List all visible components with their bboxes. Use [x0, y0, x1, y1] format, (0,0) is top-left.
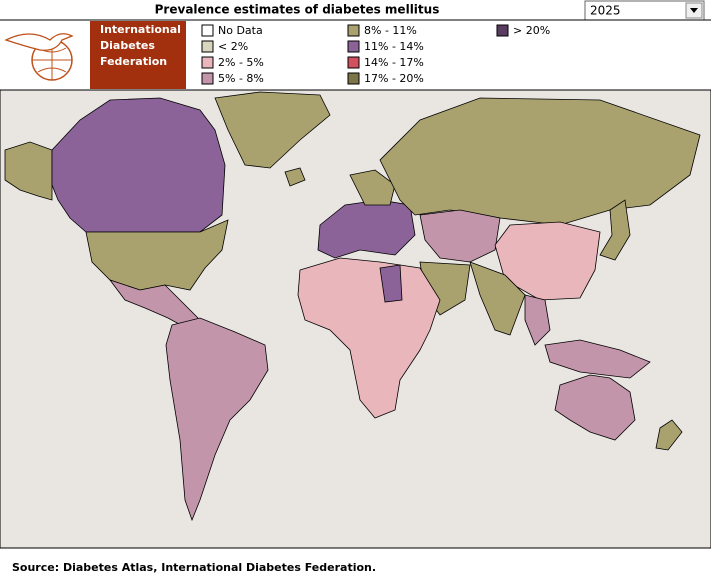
- country-region: [51, 97, 226, 233]
- dropdown-arrow: [690, 8, 698, 13]
- title: Prevalence estimates of diabetes mellitu…: [155, 3, 440, 17]
- year-dropdown[interactable]: 2025: [584, 0, 705, 21]
- country-region: [379, 264, 403, 303]
- logo-grid: [32, 40, 72, 80]
- country-region: [379, 97, 701, 226]
- dropdown-value[interactable]: 2025: [590, 4, 621, 18]
- logo-text: Federation: [100, 55, 167, 68]
- legend-label: 5% - 8%: [218, 72, 264, 85]
- legend-swatch: [201, 56, 214, 69]
- legend-label: < 2%: [218, 40, 248, 53]
- country-region: [85, 219, 229, 291]
- legend-swatch: [347, 24, 360, 37]
- legend-swatch: [347, 56, 360, 69]
- country-region: [544, 339, 651, 379]
- legend-label: No Data: [218, 24, 263, 37]
- legend-label: 17% - 20%: [364, 72, 424, 85]
- country-region: [214, 91, 331, 169]
- legend-label: 8% - 11%: [364, 24, 417, 37]
- country-region: [524, 294, 551, 346]
- country-region: [165, 317, 269, 522]
- country-region: [317, 199, 416, 259]
- logo-text: Diabetes: [100, 39, 155, 52]
- legend-swatch: [347, 40, 360, 53]
- map: [4, 91, 701, 522]
- legend-swatch: [201, 72, 214, 85]
- country-region: [655, 419, 683, 451]
- country-region: [4, 141, 53, 201]
- logo-bird: [4, 33, 74, 51]
- legend-label: 14% - 17%: [364, 56, 424, 69]
- legend: No Data < 2% 2% - 5% 5% - 8% 8% - 11% 11% - 1…: [201, 24, 550, 85]
- legend-swatch: [496, 24, 509, 37]
- source: Source: Diabetes Atlas, International Di…: [12, 561, 376, 574]
- legend-label: 2% - 5%: [218, 56, 264, 69]
- legend-swatch: [201, 40, 214, 53]
- legend-swatch: [201, 24, 214, 37]
- country-region: [469, 261, 526, 336]
- logo-text: International: [100, 23, 181, 36]
- logo-box: [90, 21, 186, 89]
- logo: International Diabetes Federation: [4, 21, 186, 89]
- legend-label: > 20%: [513, 24, 550, 37]
- country-region: [419, 209, 501, 263]
- country-region: [599, 199, 631, 261]
- country-region: [349, 169, 396, 206]
- country-region: [284, 167, 306, 187]
- country-region: [554, 374, 636, 441]
- legend-swatch: [347, 72, 360, 85]
- legend-label: 11% - 14%: [364, 40, 424, 53]
